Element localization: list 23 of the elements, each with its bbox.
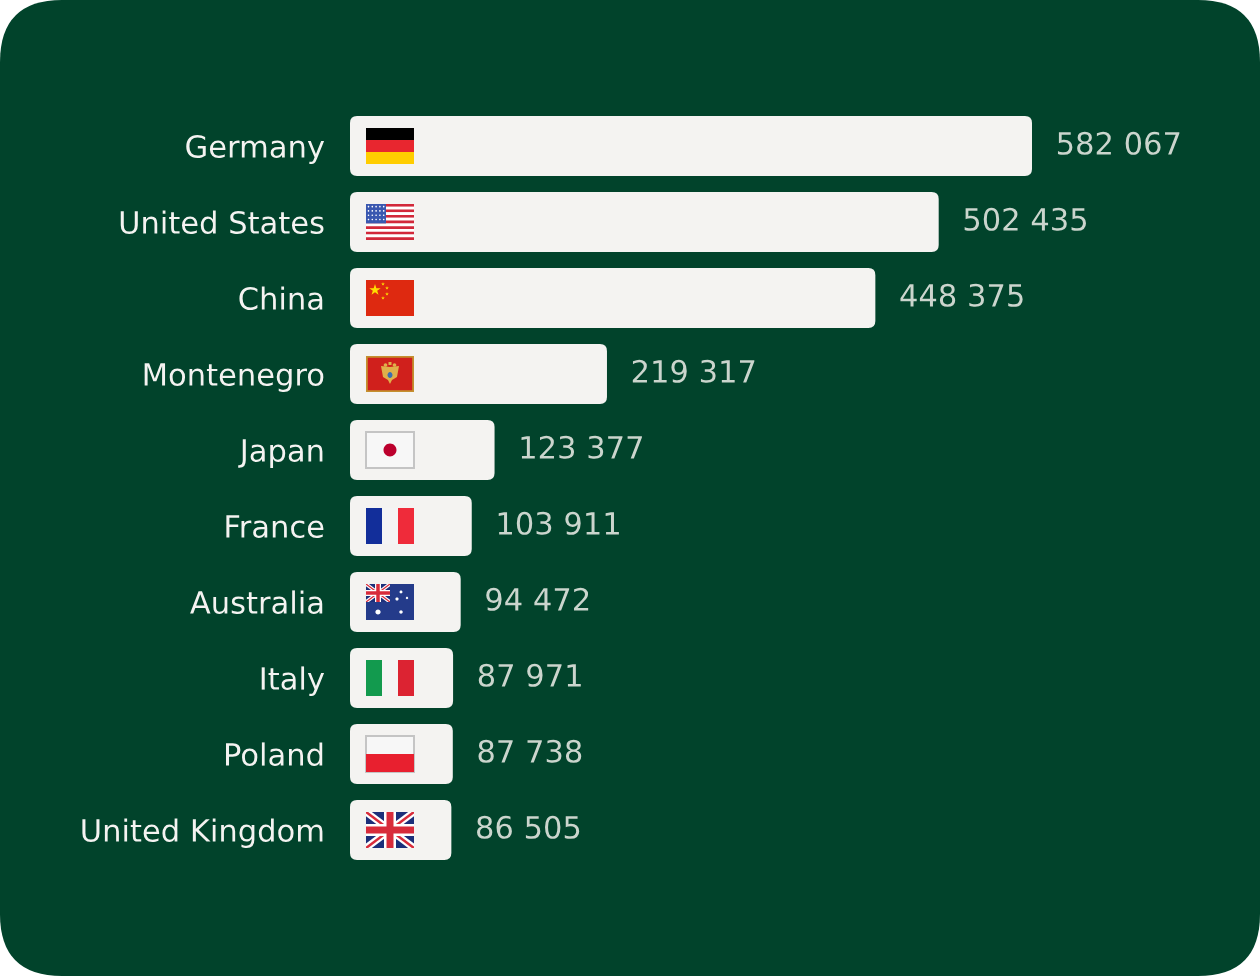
- y-tick-label: China: [239, 286, 323, 311]
- y-tick-label: France: [226, 515, 324, 539]
- bar: [350, 116, 1032, 176]
- y-tick-label: United Kingdom: [82, 818, 323, 848]
- data-label: 87 738: [478, 739, 582, 763]
- bar: [350, 192, 939, 252]
- y-tick-label: Italy: [261, 666, 325, 696]
- data-label: 87 971: [478, 663, 581, 687]
- data-label: 219 317: [632, 359, 755, 383]
- data-label: 582 067: [1057, 131, 1180, 155]
- data-label: 94 472: [486, 587, 589, 611]
- y-tick-label: Poland: [226, 742, 323, 767]
- data-label: 448 375: [900, 283, 1023, 307]
- bar: [350, 268, 876, 328]
- y-tick-label: United States: [120, 210, 324, 235]
- y-tick-label: Montenegro: [144, 363, 324, 392]
- data-label: 502 435: [964, 207, 1086, 231]
- data-label: 103 911: [498, 511, 619, 535]
- data-label: 123 377: [521, 435, 642, 459]
- y-tick-label: Japan: [238, 439, 323, 468]
- y-tick-label: Germany: [186, 134, 325, 164]
- data-label: 86 505: [477, 815, 580, 839]
- y-tick-label: Australia: [190, 590, 323, 615]
